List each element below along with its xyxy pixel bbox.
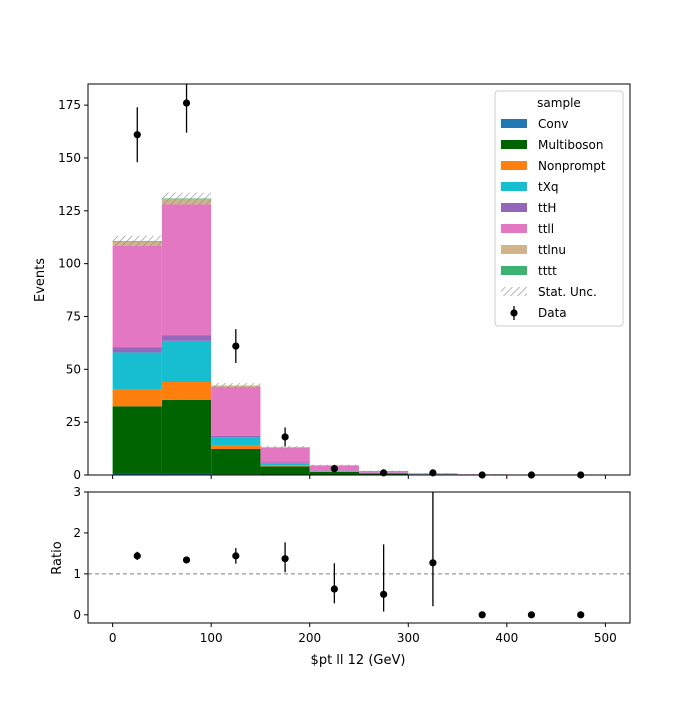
legend-label-nonprompt: Nonprompt [538,159,606,173]
data-point [281,433,288,440]
x-tick-label: 0 [109,631,117,645]
y-tick-label: 50 [66,362,81,376]
bar-multiboson [211,449,260,474]
legend-label-data: Data [538,306,567,320]
bar-ttll [211,387,260,436]
ratio-point [134,552,141,559]
legend-data-marker [510,309,517,316]
ratio-point [331,585,338,592]
legend-label-ttll: ttll [538,222,554,236]
x-axis-label: $pt ll 12 (GeV) [311,653,406,668]
stat-unc-band [211,383,260,388]
main-y-axis-label: Events [33,258,48,302]
bar-tth [211,436,260,438]
bar-txq [162,341,211,382]
ratio-point [479,611,486,618]
x-tick-label: 300 [397,631,420,645]
legend-swatch-nonprompt [501,161,527,170]
legend-label-stat-unc: Stat. Unc. [538,285,597,299]
ratio-point [281,555,288,562]
bar-nonprompt [211,446,260,449]
data-point [183,99,190,106]
legend-label-tth: ttH [538,201,556,215]
bar-tth [113,347,162,352]
bar-multiboson [113,406,162,474]
x-tick-label: 500 [594,631,617,645]
ratio-point [232,552,239,559]
legend-label-conv: Conv [538,117,568,131]
legend-label-tttt: tttt [538,264,557,278]
legend-title: sample [537,96,581,110]
ratio-point [528,611,535,618]
y-tick-label: 0 [73,468,81,482]
y-tick-label: 150 [58,151,81,165]
ratio-point [429,559,436,566]
data-point [134,131,141,138]
legend-swatch-tth [501,203,527,212]
bar-tth [162,336,211,341]
bar-multiboson [162,400,211,474]
y-tick-label: 75 [66,309,81,323]
stat-unc-band [162,193,211,205]
legend-label-multiboson: Multiboson [538,138,604,152]
ratio-y-tick-label: 0 [73,608,81,622]
bar-txq [113,352,162,389]
ratio-point [183,556,190,563]
legend-swatch-stat-unc [501,287,527,296]
ratio-point [380,591,387,598]
ratio-y-tick-label: 2 [73,526,81,540]
x-tick-label: 100 [200,631,223,645]
legend-swatch-multiboson [501,140,527,149]
legend-swatch-ttlnu [501,245,527,254]
stat-unc-band [113,236,162,247]
data-point [331,465,338,472]
legend-label-ttlnu: ttlnu [538,243,566,257]
bar-ttll [113,246,162,347]
data-point [232,342,239,349]
y-tick-label: 100 [58,257,81,271]
ratio-y-axis-label: Ratio [50,541,65,574]
bar-tth [260,463,309,464]
y-tick-label: 175 [58,98,81,112]
bar-multiboson [260,466,309,474]
legend-swatch-tttt [501,266,527,275]
bar-ttll [260,448,309,463]
y-tick-label: 125 [58,204,81,218]
bar-nonprompt [162,382,211,400]
x-tick-label: 400 [495,631,518,645]
ratio-y-tick-label: 1 [73,567,81,581]
y-tick-label: 25 [66,415,81,429]
ratio-point [577,611,584,618]
legend-swatch-ttll [501,224,527,233]
legend-label-txq: tXq [538,180,559,194]
x-tick-label: 200 [298,631,321,645]
legend: sample Conv Multiboson Nonprompt tXq ttH ttll t… [495,91,623,326]
legend-swatch-conv [501,119,527,128]
legend-swatch-txq [501,182,527,191]
bar-txq [260,463,309,465]
bar-txq [211,437,260,445]
bar-nonprompt [260,465,309,466]
bar-nonprompt [113,389,162,406]
bar-ttll [162,204,211,335]
ratio-y-tick-label: 3 [73,485,81,499]
